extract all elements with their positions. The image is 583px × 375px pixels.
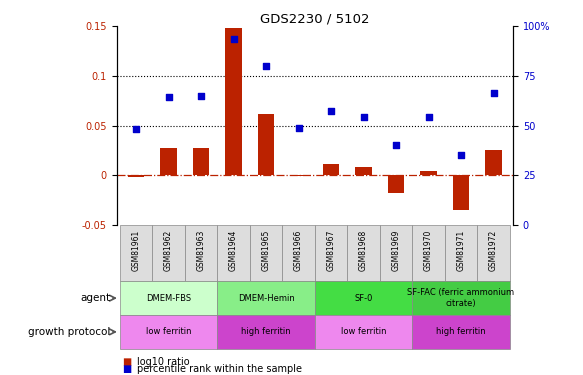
Text: GSM81966: GSM81966 bbox=[294, 230, 303, 271]
Bar bbox=[128, 176, 144, 177]
Bar bbox=[380, 225, 412, 281]
Text: GSM81971: GSM81971 bbox=[456, 230, 466, 271]
Bar bbox=[412, 225, 445, 281]
Point bbox=[164, 94, 173, 100]
Bar bbox=[217, 315, 315, 349]
Text: GSM81962: GSM81962 bbox=[164, 230, 173, 271]
Point bbox=[456, 152, 466, 158]
Text: GSM81965: GSM81965 bbox=[262, 230, 271, 271]
Text: GSM81969: GSM81969 bbox=[392, 230, 401, 271]
Bar bbox=[315, 315, 412, 349]
Text: agent: agent bbox=[80, 293, 111, 303]
Text: GSM81964: GSM81964 bbox=[229, 230, 238, 271]
Point bbox=[229, 36, 238, 42]
Point bbox=[196, 93, 206, 99]
Bar bbox=[258, 114, 274, 176]
Bar bbox=[152, 225, 185, 281]
Text: low ferritin: low ferritin bbox=[146, 327, 191, 336]
Bar bbox=[160, 148, 177, 176]
Bar bbox=[420, 171, 437, 176]
Point bbox=[326, 108, 336, 114]
Text: GSM81968: GSM81968 bbox=[359, 230, 368, 271]
Bar bbox=[412, 281, 510, 315]
Bar bbox=[412, 315, 510, 349]
Point bbox=[391, 141, 401, 147]
Point bbox=[294, 124, 303, 130]
Bar bbox=[120, 281, 217, 315]
Text: GSM81961: GSM81961 bbox=[132, 230, 141, 271]
Bar bbox=[226, 28, 242, 176]
Point bbox=[131, 126, 141, 132]
Text: DMEM-FBS: DMEM-FBS bbox=[146, 294, 191, 303]
Text: DMEM-Hemin: DMEM-Hemin bbox=[238, 294, 294, 303]
Text: ■: ■ bbox=[122, 357, 132, 367]
Bar bbox=[315, 281, 412, 315]
Bar bbox=[486, 150, 501, 176]
Point bbox=[261, 63, 271, 69]
Text: GSM81972: GSM81972 bbox=[489, 230, 498, 271]
Text: SF-FAC (ferric ammonium
citrate): SF-FAC (ferric ammonium citrate) bbox=[408, 288, 515, 308]
Bar bbox=[120, 225, 152, 281]
Bar bbox=[282, 225, 315, 281]
Title: GDS2230 / 5102: GDS2230 / 5102 bbox=[260, 12, 370, 25]
Text: growth protocol: growth protocol bbox=[29, 327, 111, 337]
Bar bbox=[453, 176, 469, 210]
Text: percentile rank within the sample: percentile rank within the sample bbox=[137, 364, 302, 374]
Bar bbox=[193, 148, 209, 176]
Bar bbox=[185, 225, 217, 281]
Text: low ferritin: low ferritin bbox=[341, 327, 387, 336]
Bar bbox=[315, 225, 347, 281]
Bar bbox=[217, 281, 315, 315]
Bar bbox=[217, 225, 250, 281]
Text: GSM81963: GSM81963 bbox=[196, 230, 206, 271]
Point bbox=[359, 114, 368, 120]
Bar bbox=[323, 164, 339, 176]
Point bbox=[424, 114, 433, 120]
Bar bbox=[250, 225, 282, 281]
Text: high ferritin: high ferritin bbox=[241, 327, 291, 336]
Text: GSM81970: GSM81970 bbox=[424, 230, 433, 271]
Text: SF-0: SF-0 bbox=[354, 294, 373, 303]
Bar bbox=[347, 225, 380, 281]
Text: GSM81967: GSM81967 bbox=[326, 230, 336, 271]
Text: ■: ■ bbox=[122, 364, 132, 374]
Text: log10 ratio: log10 ratio bbox=[137, 357, 189, 367]
Text: high ferritin: high ferritin bbox=[436, 327, 486, 336]
Bar bbox=[388, 176, 404, 193]
Bar bbox=[120, 315, 217, 349]
Bar bbox=[356, 167, 372, 176]
Bar bbox=[477, 225, 510, 281]
Point bbox=[489, 90, 498, 96]
Bar bbox=[445, 225, 477, 281]
